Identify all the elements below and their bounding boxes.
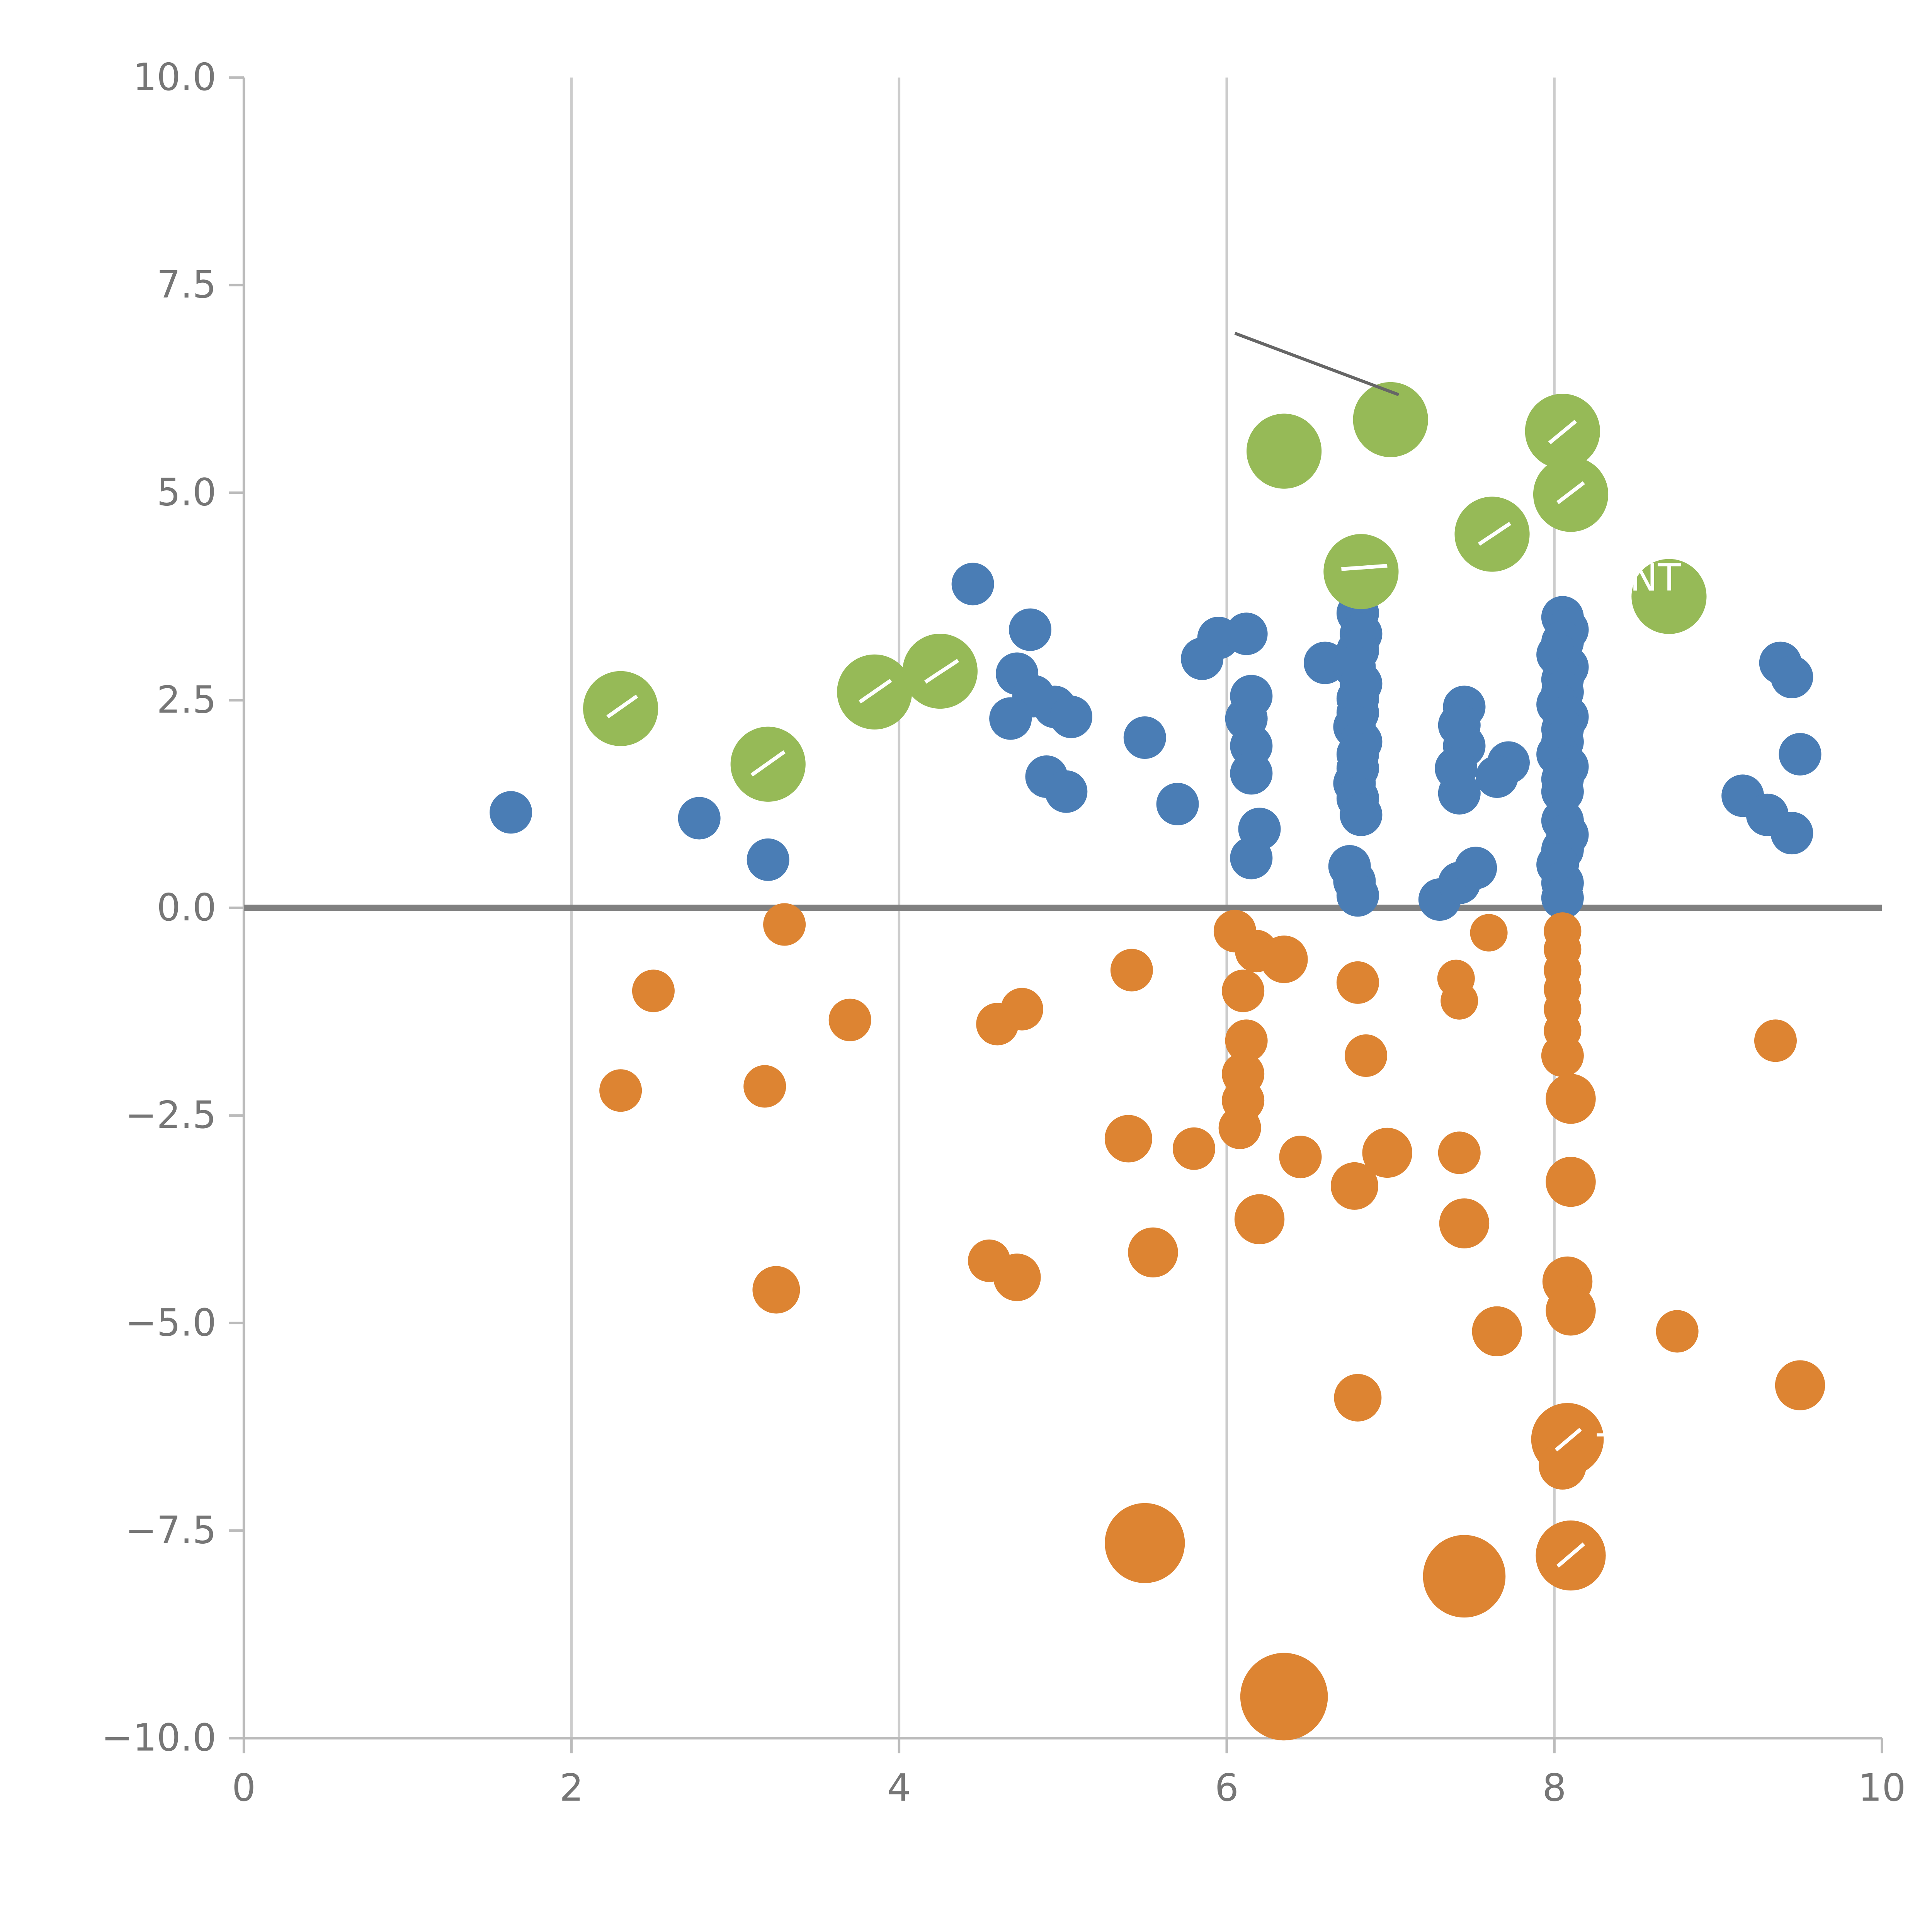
data-point-orange [993, 1253, 1041, 1301]
x-tick-label: 10 [1858, 1766, 1906, 1810]
data-point-orange [1334, 1374, 1382, 1422]
white-mark [1554, 1428, 1582, 1452]
white-mark [1478, 522, 1511, 546]
y-tick-label: 5.0 [156, 470, 216, 514]
y-tick-label: −10.0 [101, 1716, 216, 1760]
y-tick-label: 10.0 [133, 55, 216, 99]
data-point-orange [1472, 1306, 1522, 1357]
data-point-orange [1279, 1136, 1322, 1179]
y-tick-label: −5.0 [125, 1301, 216, 1344]
data-point-blue [1770, 656, 1813, 699]
data-point-orange [1105, 1503, 1185, 1583]
data-point-orange [632, 969, 675, 1012]
white-mark [606, 694, 638, 719]
data-point-orange [1362, 1128, 1412, 1178]
data-point-blue [490, 791, 532, 834]
data-point-orange [1345, 1034, 1388, 1077]
data-point-orange [599, 1069, 642, 1112]
data-point-blue [1123, 716, 1166, 759]
white-mark [1548, 420, 1577, 444]
data-point-blue [1009, 608, 1052, 651]
data-point-orange [1222, 969, 1265, 1012]
data-point-orange [1656, 1310, 1699, 1353]
data-point-blue [1779, 733, 1821, 776]
white-annotation-label: ONT [1600, 556, 1681, 600]
y-tick-label: −7.5 [125, 1509, 216, 1552]
data-point-orange [1000, 988, 1043, 1031]
data-point-blue [989, 697, 1032, 740]
data-point-blue [1454, 847, 1497, 889]
data-point-orange [1225, 1019, 1268, 1062]
data-point-orange [1172, 1127, 1215, 1170]
data-point-orange [1438, 1131, 1481, 1174]
data-point-green [1353, 382, 1428, 457]
data-point-orange [763, 903, 806, 946]
data-point-orange [1539, 1442, 1587, 1490]
data-point-orange [1330, 1162, 1378, 1210]
data-point-orange [1218, 1106, 1261, 1149]
data-point-blue [1340, 793, 1383, 836]
y-tick-label: 2.5 [156, 678, 216, 722]
y-tick-label: 0.0 [156, 886, 216, 929]
white-mark [1341, 564, 1388, 571]
y-tick-label: −2.5 [125, 1093, 216, 1137]
data-point-blue [951, 563, 994, 605]
y-tick-label: 7.5 [156, 263, 216, 306]
data-point-orange [1128, 1227, 1178, 1278]
data-point-green [1323, 534, 1399, 609]
white-mark [750, 750, 786, 777]
data-point-orange [1470, 914, 1508, 952]
data-point-orange [1775, 1360, 1825, 1410]
data-point-orange [1440, 982, 1478, 1020]
data-point-orange [1110, 949, 1153, 992]
data-point-orange [828, 998, 871, 1041]
data-point-orange [1240, 1653, 1328, 1741]
data-point-orange [1754, 1019, 1797, 1062]
data-point-blue [1336, 874, 1379, 917]
data-point-blue [1476, 755, 1519, 798]
data-point-blue [1438, 772, 1481, 815]
data-point-orange [1104, 1115, 1152, 1163]
x-tick-label: 6 [1215, 1766, 1239, 1810]
data-point-orange [1260, 935, 1308, 983]
data-point-blue [1230, 837, 1273, 879]
white-mark [924, 659, 959, 684]
white-mark [1556, 1542, 1585, 1568]
data-point-blue [1230, 752, 1273, 795]
data-point-blue [1156, 782, 1199, 825]
white-annotation-label: E [1227, 363, 1250, 407]
data-point-blue [1225, 612, 1268, 655]
data-point-blue [747, 838, 789, 881]
x-tick-label: 8 [1543, 1766, 1566, 1810]
white-mark [859, 679, 892, 704]
data-point-orange [1336, 961, 1379, 1004]
white-mark [1556, 481, 1585, 504]
white-annotation-label: T [1597, 1426, 1620, 1470]
data-point-orange [1234, 1194, 1285, 1245]
data-point-orange [1546, 1156, 1596, 1207]
data-point-orange [743, 1065, 786, 1108]
x-tick-label: 0 [232, 1766, 256, 1810]
data-point-orange [1546, 1074, 1596, 1124]
data-point-green [1631, 559, 1707, 634]
data-point-blue [678, 797, 721, 840]
x-tick-label: 2 [560, 1766, 583, 1810]
data-point-orange [1546, 1285, 1596, 1336]
data-point-blue [1541, 770, 1584, 813]
data-point-blue [1045, 770, 1088, 813]
data-point-orange [1423, 1535, 1506, 1618]
data-point-blue [1541, 876, 1584, 919]
data-point-blue [1049, 696, 1093, 738]
data-point-blue [1770, 812, 1813, 855]
x-tick-label: 4 [887, 1766, 911, 1810]
data-point-orange [1439, 1198, 1490, 1248]
data-point-orange [752, 1266, 800, 1314]
data-point-green [1247, 413, 1322, 489]
annotation-leader-line [1234, 332, 1400, 396]
data-point-orange [1541, 1034, 1584, 1077]
